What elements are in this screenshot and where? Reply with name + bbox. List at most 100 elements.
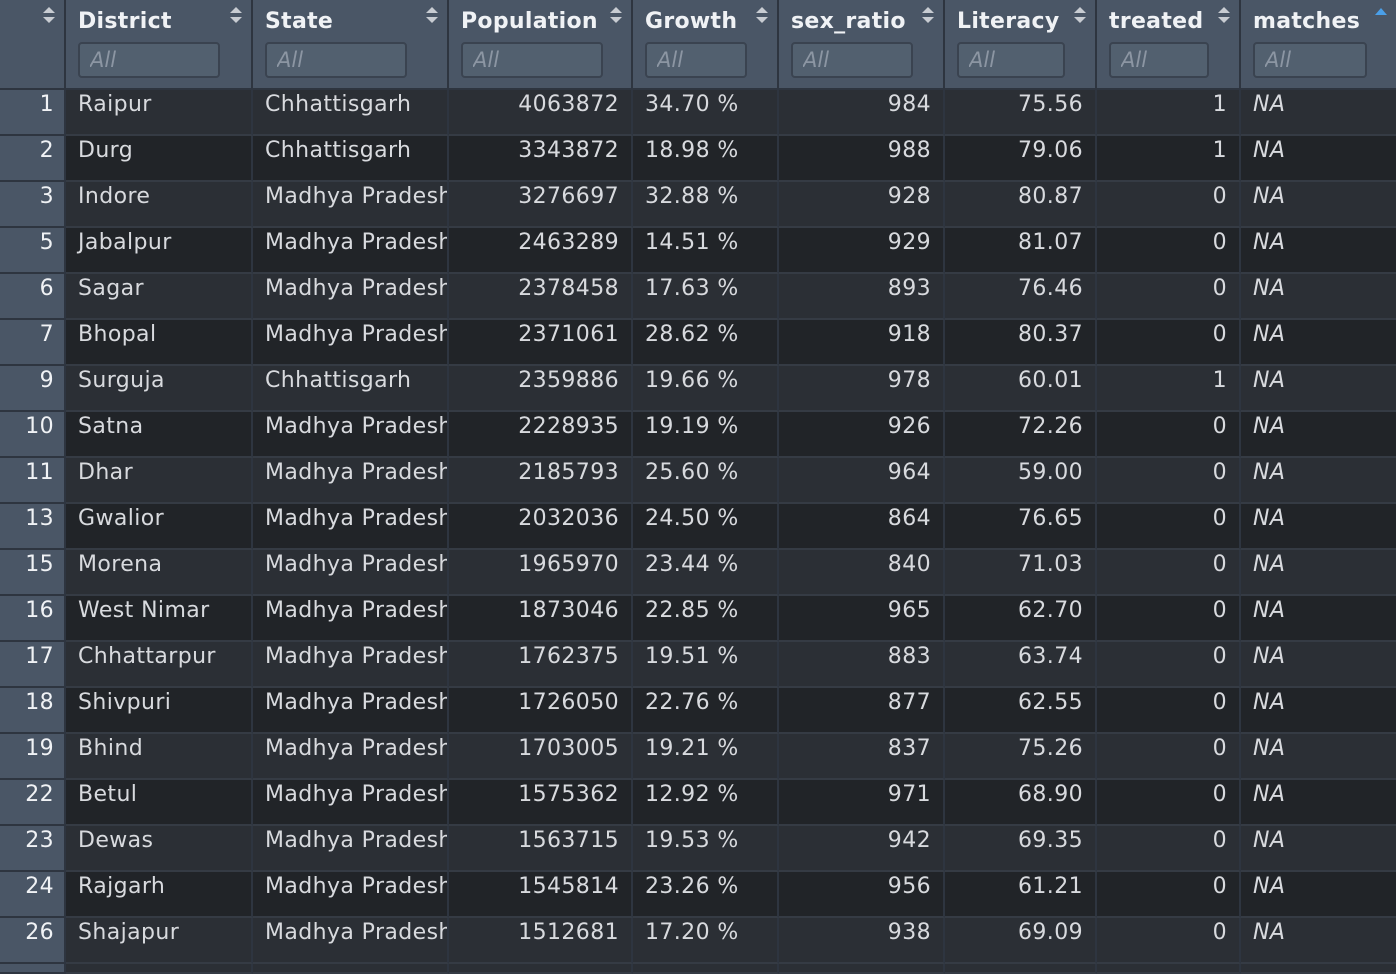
header-matches[interactable]: matches <box>1241 0 1396 90</box>
literacy-cell: 62.70 <box>945 596 1097 642</box>
matches-cell: NA <box>1241 136 1396 182</box>
population-filter-input[interactable] <box>461 42 603 78</box>
state-cell: Chhattisgarh <box>253 136 449 182</box>
population-cell: 1965970 <box>449 550 633 596</box>
matches-cell: NA <box>1241 826 1396 872</box>
state-cell: Madhya Pradesh <box>253 228 449 274</box>
district-cell: West Nimar <box>66 596 253 642</box>
state-cell: Madhya Pradesh <box>253 596 449 642</box>
column-label[interactable]: sex_ratio <box>791 9 906 34</box>
column-label[interactable]: treated <box>1109 9 1204 34</box>
matches-cell: NA <box>1241 504 1396 550</box>
state-cell: Chhattisgarh <box>253 366 449 412</box>
growth-cell: 34.70 % <box>633 90 779 136</box>
sort-icon[interactable] <box>229 4 243 26</box>
treated-filter-input[interactable] <box>1109 42 1209 78</box>
growth-cell: 28.62 % <box>633 320 779 366</box>
sex-ratio-filter-input[interactable] <box>791 42 913 78</box>
district-cell: Rajgarh <box>66 872 253 918</box>
sort-icon[interactable] <box>1073 4 1087 26</box>
header-index[interactable] <box>0 0 66 90</box>
row-index-cell: 16 <box>0 596 66 642</box>
state-filter-input[interactable] <box>265 42 407 78</box>
column-label[interactable]: State <box>265 9 334 34</box>
sex-ratio-cell: 929 <box>779 228 945 274</box>
matches-cell: NA <box>1241 688 1396 734</box>
district-cell: Indore <box>66 182 253 228</box>
growth-cell: 23.26 % <box>633 872 779 918</box>
growth-cell: 17.20 % <box>633 918 779 964</box>
population-cell: 1563715 <box>449 826 633 872</box>
population-cell: 2378458 <box>449 274 633 320</box>
state-cell: Madhya Pradesh <box>253 182 449 228</box>
population-cell: 4063872 <box>449 90 633 136</box>
column-label[interactable]: District <box>78 9 172 34</box>
district-cell: Surguja <box>66 366 253 412</box>
sex-ratio-cell: 918 <box>779 320 945 366</box>
literacy-cell: 76.65 <box>945 504 1097 550</box>
state-cell: Madhya Pradesh <box>253 412 449 458</box>
literacy-cell: 59.00 <box>945 458 1097 504</box>
sex-ratio-cell: 965 <box>779 596 945 642</box>
treated-cell: 0 <box>1097 734 1241 780</box>
sex-ratio-cell: 971 <box>779 780 945 826</box>
row-index-cell: 19 <box>0 734 66 780</box>
matches-cell: NA <box>1241 228 1396 274</box>
district-cell: Morena <box>66 550 253 596</box>
row-index-cell: 18 <box>0 688 66 734</box>
treated-cell: 1 <box>1097 366 1241 412</box>
growth-filter-input[interactable] <box>645 42 747 78</box>
sex-ratio-cell: 883 <box>779 642 945 688</box>
column-label[interactable]: Growth <box>645 9 738 34</box>
matches-cell: NA <box>1241 734 1396 780</box>
state-cell: Madhya Pradesh <box>253 872 449 918</box>
growth-cell: 19.53 % <box>633 826 779 872</box>
state-cell: Madhya Pradesh <box>253 274 449 320</box>
district-cell: Sagar <box>66 274 253 320</box>
literacy-cell: 75.56 <box>945 90 1097 136</box>
sort-icon[interactable] <box>921 4 935 26</box>
treated-cell: 0 <box>1097 826 1241 872</box>
treated-cell: 0 <box>1097 688 1241 734</box>
column-label[interactable]: Population <box>461 9 598 34</box>
sort-icon[interactable] <box>42 4 56 26</box>
growth-cell: 25.60 % <box>633 458 779 504</box>
treated-cell: 0 <box>1097 228 1241 274</box>
header-sex-ratio[interactable]: sex_ratio <box>779 0 945 90</box>
matches-cell: NA <box>1241 918 1396 964</box>
row-index-cell: 11 <box>0 458 66 504</box>
sort-icon[interactable] <box>425 4 439 26</box>
row-index-cell: 26 <box>0 918 66 964</box>
header-growth[interactable]: Growth <box>633 0 779 90</box>
sex-ratio-cell: 893 <box>779 274 945 320</box>
literacy-cell: 63.74 <box>945 642 1097 688</box>
growth-cell: 19.66 % <box>633 366 779 412</box>
column-label[interactable]: Literacy <box>957 9 1060 34</box>
district-filter-input[interactable] <box>78 42 220 78</box>
column-label[interactable]: matches <box>1253 9 1361 34</box>
district-cell: Bhind <box>66 734 253 780</box>
matches-filter-input[interactable] <box>1253 42 1367 78</box>
growth-cell: 22.76 % <box>633 688 779 734</box>
literacy-cell: 80.87 <box>945 182 1097 228</box>
population-cell: 2228935 <box>449 412 633 458</box>
population-cell: 1762375 <box>449 642 633 688</box>
population-cell: 1703005 <box>449 734 633 780</box>
sort-icon[interactable] <box>609 4 623 26</box>
sort-icon[interactable] <box>1217 4 1231 26</box>
header-literacy[interactable]: Literacy <box>945 0 1097 90</box>
sex-ratio-cell: 978 <box>779 366 945 412</box>
sort-icon[interactable] <box>755 4 769 26</box>
header-district[interactable]: District <box>66 0 253 90</box>
header-population[interactable]: Population <box>449 0 633 90</box>
population-cell: 3276697 <box>449 182 633 228</box>
district-cell: Dhar <box>66 458 253 504</box>
literacy-filter-input[interactable] <box>957 42 1065 78</box>
row-index-cell: 17 <box>0 642 66 688</box>
sex-ratio-cell: 837 <box>779 734 945 780</box>
sort-ascending-icon[interactable] <box>1374 4 1388 26</box>
district-cell: Bhopal <box>66 320 253 366</box>
literacy-cell: 69.09 <box>945 918 1097 964</box>
header-state[interactable]: State <box>253 0 449 90</box>
header-treated[interactable]: treated <box>1097 0 1241 90</box>
